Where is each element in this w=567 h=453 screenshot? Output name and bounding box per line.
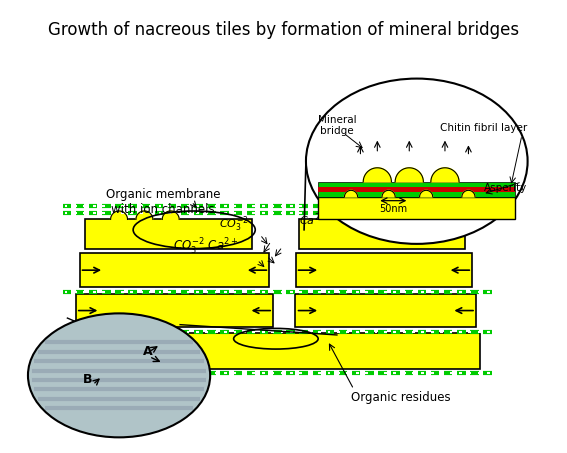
Polygon shape bbox=[371, 211, 388, 219]
Text: 50nm: 50nm bbox=[379, 204, 407, 214]
Text: Chitin fibril layer: Chitin fibril layer bbox=[441, 123, 528, 133]
Text: Organic residues: Organic residues bbox=[351, 391, 451, 405]
Polygon shape bbox=[420, 190, 433, 197]
Bar bbox=[318, 187, 515, 192]
Ellipse shape bbox=[28, 313, 210, 437]
Bar bbox=[295, 253, 472, 287]
Bar bbox=[299, 219, 465, 249]
Text: Organic membrane
with ion channels: Organic membrane with ion channels bbox=[106, 188, 221, 216]
Text: Growth of nacreous tiles by formation of mineral bridges: Growth of nacreous tiles by formation of… bbox=[48, 21, 519, 39]
Text: $Ca^{2+}$: $Ca^{2+}$ bbox=[299, 212, 328, 228]
Bar bbox=[72, 333, 480, 369]
Polygon shape bbox=[431, 168, 459, 182]
Bar bbox=[76, 294, 273, 328]
Polygon shape bbox=[395, 168, 424, 182]
Polygon shape bbox=[342, 211, 359, 219]
Ellipse shape bbox=[306, 78, 528, 244]
Bar bbox=[79, 253, 269, 287]
Bar bbox=[318, 182, 515, 197]
Text: B: B bbox=[83, 373, 93, 386]
Polygon shape bbox=[345, 190, 358, 197]
Text: $CO_3^{-2}$ $Ca^{2+}$: $CO_3^{-2}$ $Ca^{2+}$ bbox=[172, 236, 238, 257]
Polygon shape bbox=[162, 211, 179, 219]
Polygon shape bbox=[136, 211, 153, 219]
Text: A: A bbox=[142, 345, 152, 358]
Bar bbox=[295, 294, 476, 328]
Polygon shape bbox=[363, 168, 391, 182]
Bar bbox=[318, 197, 515, 219]
Text: Asperity: Asperity bbox=[484, 183, 528, 193]
Text: Mineral
bridge: Mineral bridge bbox=[318, 115, 356, 136]
Text: $CO_3^{-2}$: $CO_3^{-2}$ bbox=[219, 215, 248, 234]
Polygon shape bbox=[111, 211, 128, 219]
Polygon shape bbox=[462, 190, 475, 197]
Polygon shape bbox=[382, 190, 395, 197]
Bar bbox=[85, 219, 252, 249]
